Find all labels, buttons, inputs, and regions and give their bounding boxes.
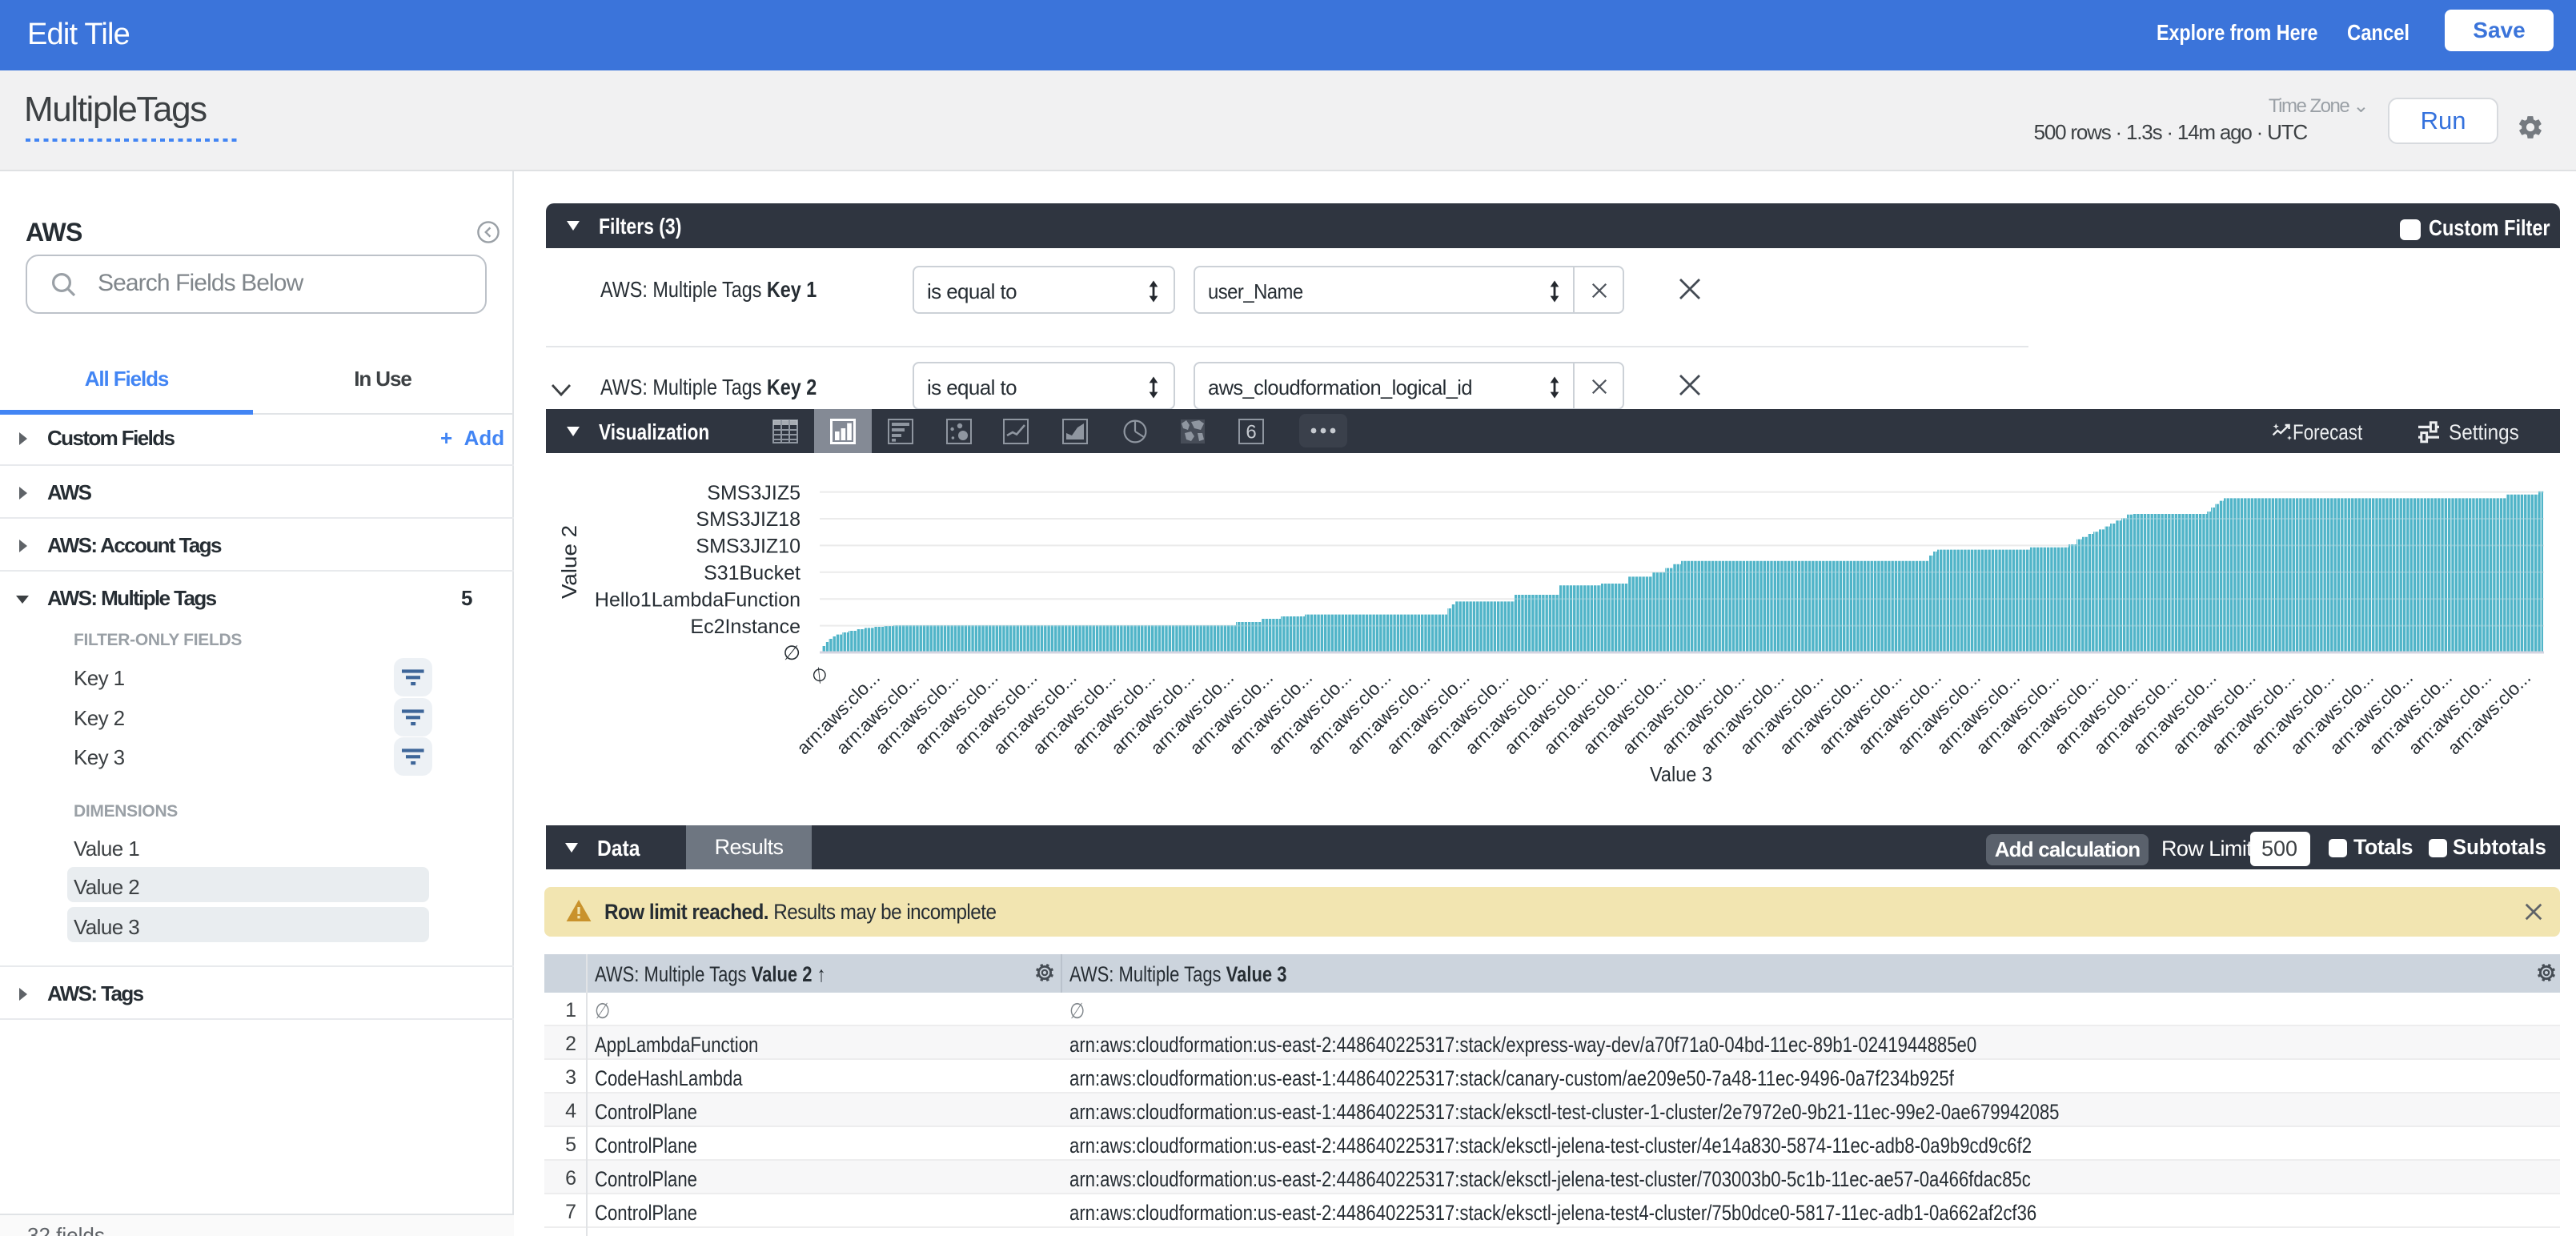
svg-text:∅: ∅ bbox=[783, 642, 800, 664]
svg-text:S31Bucket: S31Bucket bbox=[704, 562, 800, 584]
svg-text:∅: ∅ bbox=[807, 663, 832, 688]
svg-text:SMS3JIZ10: SMS3JIZ10 bbox=[696, 536, 800, 558]
svg-text:Value 3: Value 3 bbox=[1650, 762, 1712, 786]
svg-text:SMS3JIZ18: SMS3JIZ18 bbox=[696, 508, 800, 531]
svg-text:Ec2Instance: Ec2Instance bbox=[690, 616, 800, 638]
svg-text:Hello1LambdaFunction: Hello1LambdaFunction bbox=[595, 588, 800, 611]
svg-text:6: 6 bbox=[1246, 421, 1257, 443]
svg-text:Value 2: Value 2 bbox=[557, 525, 581, 599]
svg-text:SMS3JIZ5: SMS3JIZ5 bbox=[707, 482, 800, 504]
